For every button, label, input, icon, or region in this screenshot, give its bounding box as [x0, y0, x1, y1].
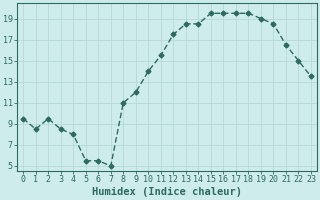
X-axis label: Humidex (Indice chaleur): Humidex (Indice chaleur) [92, 187, 242, 197]
